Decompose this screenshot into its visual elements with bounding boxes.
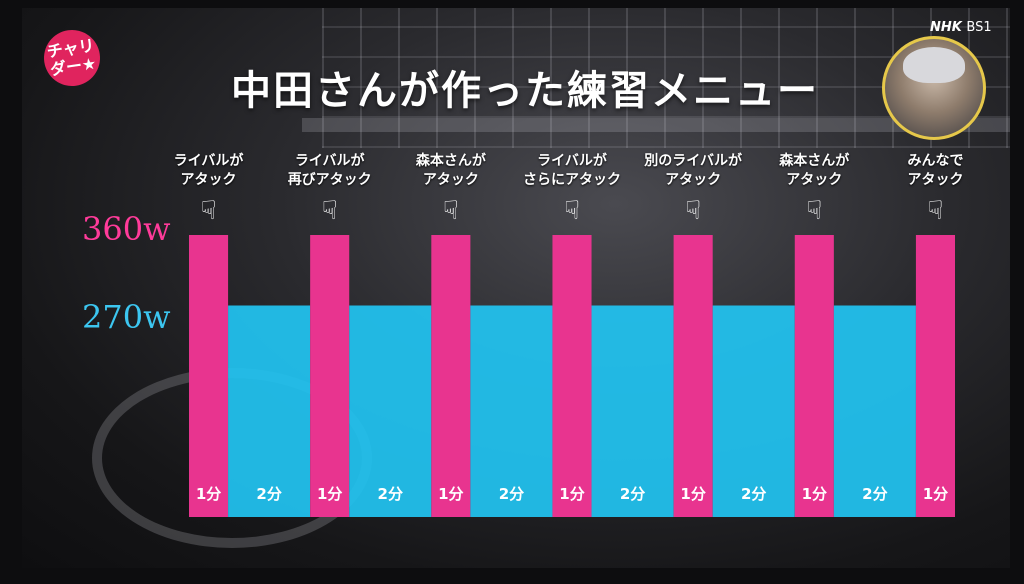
bar-segment-4	[349, 305, 432, 517]
y-label-high: 360w	[82, 210, 171, 248]
duration-label-1: 1分	[195, 485, 222, 503]
bar-segment-5	[431, 235, 471, 517]
pointing-hand-icon-11: ☟	[806, 196, 823, 226]
y-label-low: 270w	[82, 298, 171, 336]
duration-label-9: 1分	[680, 485, 706, 503]
presenter-inset	[882, 36, 986, 140]
attack-annotation-9: 別のライバルが アタック	[644, 153, 742, 188]
attack-annotation-1: ライバルが アタック	[173, 153, 244, 188]
duration-label-6: 2分	[498, 485, 525, 503]
channel-sub: BS1	[966, 20, 992, 35]
bar-segment-1	[189, 235, 229, 517]
duration-label-4: 2分	[377, 485, 403, 503]
channel-bug: NHK BS1	[930, 20, 992, 35]
duration-label-5: 1分	[438, 485, 464, 503]
channel-name: NHK	[930, 20, 962, 35]
bar-segment-12	[833, 305, 916, 517]
pointing-hand-icon-9: ☟	[685, 196, 702, 226]
pointing-hand-icon-1: ☟	[200, 196, 217, 226]
pointing-hand-icon-5: ☟	[442, 196, 459, 226]
attack-annotation-5: 森本さんが アタック	[415, 153, 486, 188]
duration-label-2: 2分	[256, 485, 282, 503]
stage-beam	[302, 118, 1010, 132]
attack-annotation-7: ライバルが さらにアタック	[523, 153, 621, 188]
duration-label-11: 1分	[801, 485, 828, 503]
bar-segment-9	[673, 235, 713, 517]
duration-label-13: 1分	[922, 485, 949, 503]
bar-segment-7	[552, 235, 592, 517]
attack-annotation-3: ライバルが 再びアタック	[287, 153, 372, 188]
attack-annotation-13: みんなで アタック	[907, 153, 964, 188]
duration-label-10: 2分	[741, 485, 767, 503]
duration-label-7: 1分	[559, 485, 585, 503]
bar-segment-13	[915, 235, 955, 517]
bar-segment-3	[310, 235, 350, 517]
bar-segment-8	[591, 305, 674, 517]
bar-segment-11	[794, 235, 834, 517]
duration-label-8: 2分	[619, 485, 646, 503]
bar-segment-2	[228, 305, 311, 517]
pointing-hand-icon-3: ☟	[321, 196, 338, 226]
chart-title: 中田さんが作った練習メニュー	[231, 68, 819, 114]
attack-annotation-11: 森本さんが アタック	[779, 153, 850, 188]
duration-label-12: 2分	[862, 485, 888, 503]
bar-segment-6	[470, 305, 553, 517]
duration-label-3: 1分	[316, 485, 343, 503]
bar-segment-10	[712, 305, 795, 517]
presenter-hair	[903, 47, 965, 83]
pointing-hand-icon-13: ☟	[927, 196, 944, 226]
pointing-hand-icon-7: ☟	[564, 196, 580, 226]
